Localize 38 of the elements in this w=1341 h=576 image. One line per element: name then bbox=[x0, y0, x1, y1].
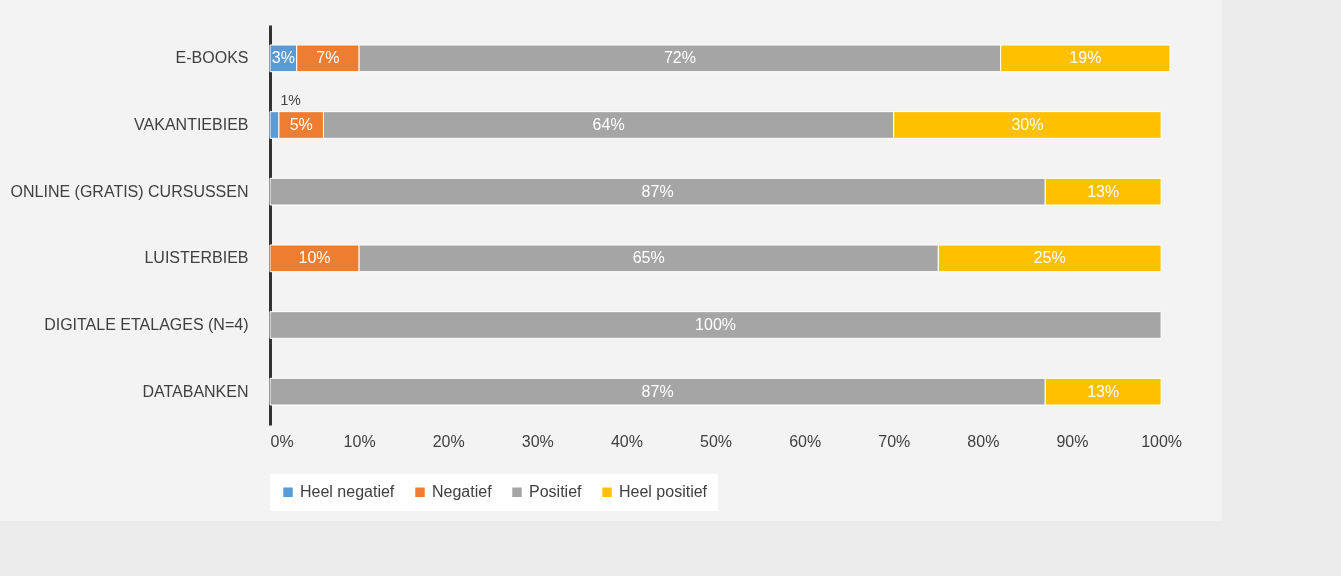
x-tick-label: 90% bbox=[1056, 432, 1089, 450]
data-label: 100% bbox=[695, 316, 737, 333]
x-tick-label: 60% bbox=[789, 432, 822, 450]
data-label: 13% bbox=[1087, 382, 1120, 400]
data-label: 1% bbox=[280, 92, 301, 108]
x-tick-label: 70% bbox=[878, 432, 911, 450]
data-label: 87% bbox=[641, 182, 674, 200]
x-tick-label: 0% bbox=[270, 432, 294, 450]
x-tick-label: 10% bbox=[343, 432, 376, 450]
x-tick-label: 80% bbox=[967, 432, 1000, 450]
data-label: 65% bbox=[632, 249, 665, 267]
data-label: 5% bbox=[289, 116, 313, 133]
y-tick-label: DIGITALE ETALAGES (N=4) bbox=[44, 316, 249, 333]
data-label: 30% bbox=[1011, 116, 1044, 133]
data-label: 7% bbox=[316, 49, 340, 67]
x-tick-label: 30% bbox=[521, 432, 554, 450]
data-label: 25% bbox=[1033, 249, 1066, 267]
data-label: 3% bbox=[271, 49, 295, 67]
data-label: 10% bbox=[298, 249, 331, 267]
data-label: 87% bbox=[641, 382, 674, 400]
legend-label: Positief bbox=[529, 483, 583, 501]
y-tick-label: VAKANTIEBIEB bbox=[134, 116, 249, 133]
x-tick-label: 20% bbox=[432, 432, 465, 450]
y-tick-label: LUISTERBIEB bbox=[144, 249, 249, 267]
legend-label: Negatief bbox=[432, 483, 493, 501]
y-tick-label: DATABANKEN bbox=[142, 382, 249, 400]
data-label: 13% bbox=[1087, 182, 1120, 200]
x-tick-label: 100% bbox=[1141, 432, 1183, 450]
data-label: 72% bbox=[663, 49, 696, 67]
data-label: 64% bbox=[592, 116, 625, 133]
x-tick-label: 40% bbox=[610, 432, 643, 450]
bar bbox=[269, 311, 1162, 339]
legend-label: Heel positief bbox=[619, 483, 708, 501]
data-label: 19% bbox=[1069, 49, 1102, 67]
legend-label: Heel negatief bbox=[300, 483, 395, 501]
y-tick-label: ONLINE (GRATIS) CURSUSSEN bbox=[10, 182, 249, 200]
y-tick-label: E-BOOKS bbox=[175, 49, 249, 67]
x-tick-label: 50% bbox=[700, 432, 733, 450]
